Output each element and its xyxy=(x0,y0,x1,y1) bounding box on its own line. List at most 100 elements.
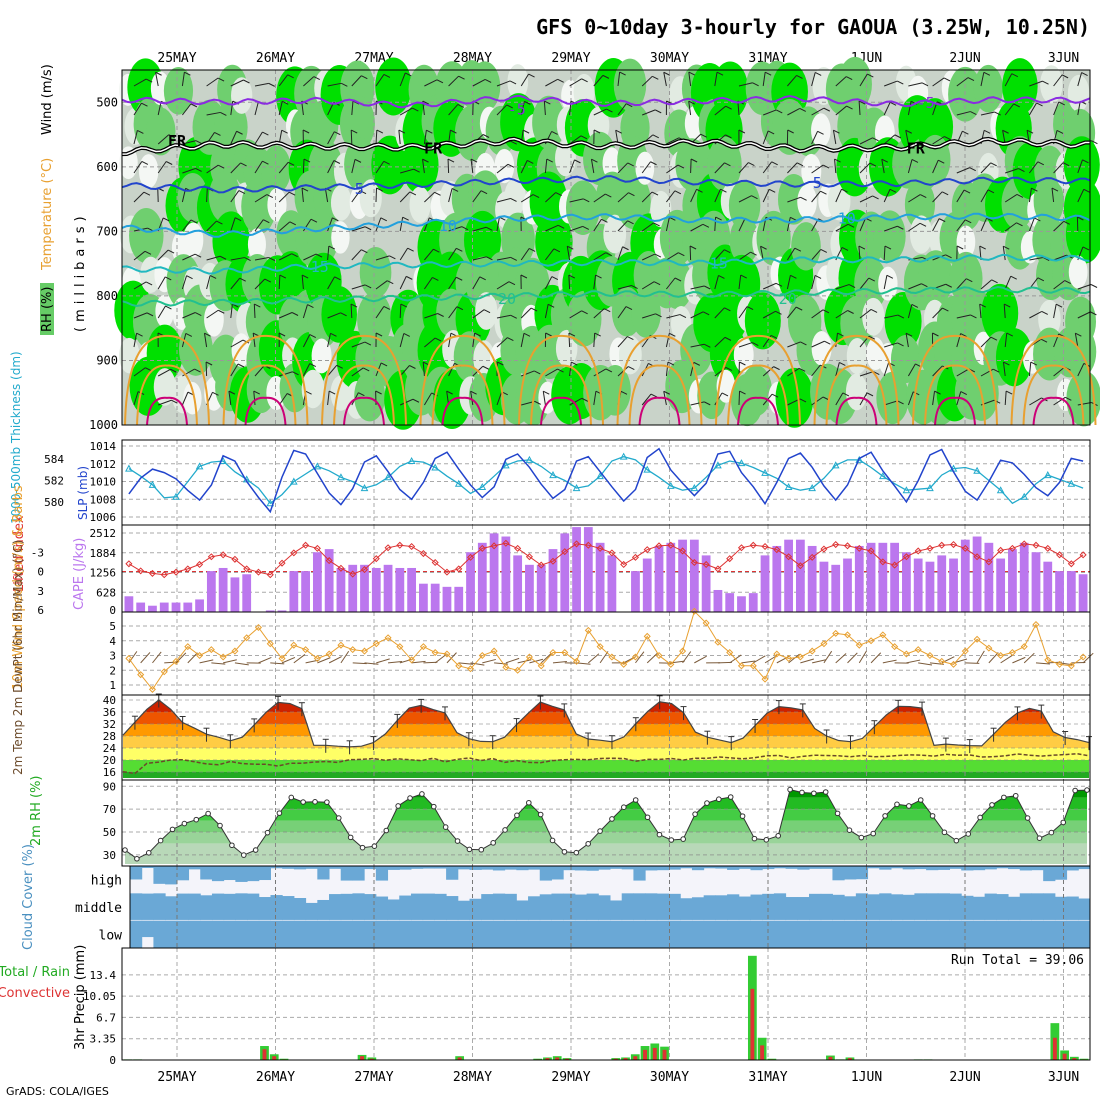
wind-barb xyxy=(545,368,558,377)
wind-barb xyxy=(641,161,651,174)
wind-barb xyxy=(690,223,704,232)
wind-barb-flag xyxy=(905,332,913,337)
precip-tick-label: 3.35 xyxy=(90,1033,117,1046)
li-tick-label: 0 xyxy=(37,566,44,579)
rh-marker xyxy=(585,840,591,847)
precip-convective-bar xyxy=(1072,1058,1077,1060)
wind-barb-flag xyxy=(1065,396,1072,401)
rh-patch xyxy=(635,151,655,185)
wind-barb-flag xyxy=(619,71,626,76)
rh-marker xyxy=(811,790,817,797)
wind-barb-flag xyxy=(336,364,343,369)
wind-barb-flag xyxy=(822,164,830,169)
rh-patch xyxy=(301,369,325,409)
wind-barb-flag xyxy=(1003,303,1011,308)
wind-barb xyxy=(932,307,943,319)
wind-barb xyxy=(762,72,766,87)
wind-barb-flag xyxy=(266,194,274,198)
wind-barb xyxy=(254,101,259,116)
precip-tick-label: 0 xyxy=(109,1054,116,1067)
lifted-index-marker xyxy=(749,541,757,549)
wind-barb-flag xyxy=(364,284,372,289)
slp-tick-label: 1012 xyxy=(90,458,117,471)
cloud-high-bar xyxy=(410,866,424,869)
surface-wind-barb xyxy=(858,650,867,664)
wind-barb xyxy=(422,362,425,377)
wind-barb-flag xyxy=(287,74,294,79)
wind-barb xyxy=(133,130,138,145)
rh-patch xyxy=(876,371,909,425)
cloud-low-bar xyxy=(434,920,447,948)
precip-convective-bar xyxy=(847,1058,852,1060)
wind-speed-marker xyxy=(702,619,710,627)
lifted-index-marker xyxy=(926,544,934,552)
wind-barb-flag xyxy=(748,162,755,167)
cape-tick-label: 2512 xyxy=(90,527,117,540)
cloud-low-bar xyxy=(809,920,822,948)
wind-barb-flag xyxy=(839,362,846,366)
wind-barb xyxy=(327,131,335,145)
cloud-low-bar xyxy=(586,920,599,948)
wind-barb xyxy=(980,189,989,203)
wind-barb-flag xyxy=(704,285,711,290)
cape-bar xyxy=(949,558,958,612)
wind-speed-marker xyxy=(243,634,251,642)
wind-barb xyxy=(303,76,315,87)
lifted-index-marker xyxy=(502,539,510,547)
thickness-tick-label: 584 xyxy=(44,453,64,466)
wind-barb-flag xyxy=(1006,332,1013,337)
cape-bar xyxy=(1078,574,1088,612)
lifted-index-marker xyxy=(1044,544,1052,552)
cape-bar xyxy=(713,589,723,612)
rh-marker xyxy=(787,786,793,793)
cloud-low-bar xyxy=(563,920,576,948)
wind-barb-flag xyxy=(773,366,780,371)
pressure-tick-label: 900 xyxy=(96,353,118,367)
wind-barb-flag xyxy=(1003,361,1010,366)
wind-barb xyxy=(617,103,627,116)
wind-barb xyxy=(133,312,148,319)
wind-barb-flag xyxy=(669,216,676,221)
wind-barb xyxy=(811,309,824,319)
cape-bar xyxy=(843,558,852,612)
wind-barb-flag xyxy=(528,248,536,252)
rh-marker xyxy=(1084,787,1090,793)
wind-barb xyxy=(302,334,311,348)
rh-patch xyxy=(956,225,976,259)
wind-barb-flag xyxy=(534,400,541,405)
rh-marker xyxy=(312,799,318,805)
cape-bar xyxy=(819,561,829,612)
wind-barb-flag xyxy=(1058,101,1065,106)
wind-barb-flag xyxy=(509,80,517,85)
wind-barb xyxy=(327,276,335,290)
wind-barb-flag xyxy=(679,314,687,319)
wind-barb-flag xyxy=(359,190,367,195)
wind-speed-marker xyxy=(1056,660,1064,668)
rh-patch xyxy=(241,178,277,235)
wind-barb xyxy=(424,313,438,319)
wind-barb xyxy=(351,159,356,174)
rh-marker xyxy=(157,837,164,844)
wind-speed-marker xyxy=(879,631,887,639)
wind-barb-flag xyxy=(693,361,701,366)
cloud-middle-bar xyxy=(387,899,400,920)
wind-barb xyxy=(230,162,241,174)
wind-barb-flag xyxy=(145,367,152,372)
cloud-high-bar xyxy=(1043,866,1056,882)
wind-barb-flag xyxy=(170,368,177,373)
cloud-middle-bar xyxy=(586,893,599,920)
wind-barb xyxy=(448,306,458,319)
cloud-high-bar xyxy=(727,866,740,870)
wind-barb xyxy=(641,253,656,261)
rh-patch xyxy=(311,338,332,374)
wind-barb xyxy=(1074,333,1079,348)
surface-wind-barb xyxy=(753,655,766,664)
rh-marker xyxy=(490,840,496,846)
wind-barb xyxy=(762,366,774,377)
wind-barb xyxy=(690,401,705,406)
wind-barb xyxy=(688,72,692,87)
wind-barb-flag xyxy=(983,129,991,134)
wind-barb-flag xyxy=(822,309,830,314)
wind-barb xyxy=(641,75,653,87)
wind-barb-flag xyxy=(383,305,391,310)
